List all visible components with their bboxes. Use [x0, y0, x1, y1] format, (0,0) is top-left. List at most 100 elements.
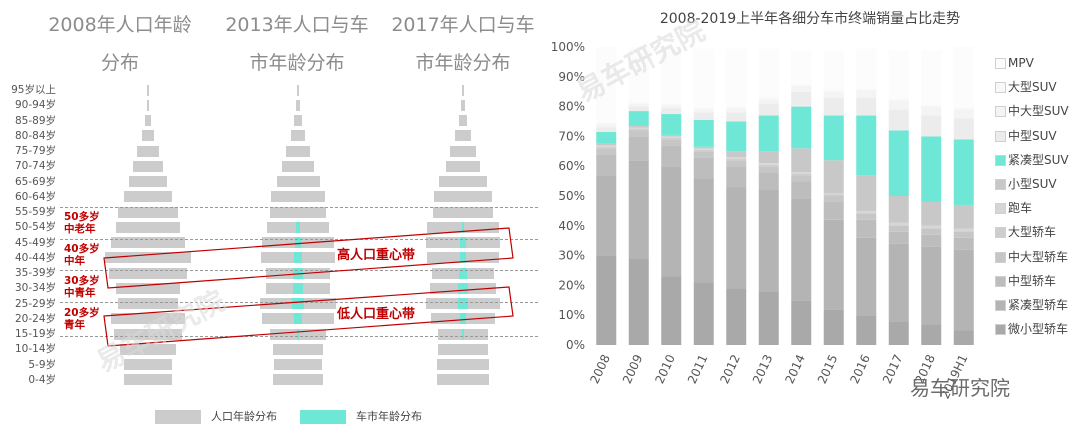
- population-bar: [437, 359, 489, 370]
- bar-segment: [953, 204, 974, 229]
- bar-segment: [726, 288, 747, 345]
- age-tick-label: 90-94岁: [14, 99, 56, 112]
- x-tick-label: 2010: [652, 352, 678, 386]
- population-bar: [462, 84, 464, 96]
- bar-segment: [823, 97, 844, 116]
- legend-swatch: [995, 82, 1006, 94]
- bar-segment: [693, 148, 714, 150]
- bar-segment: [758, 103, 779, 116]
- bar-segment: [726, 48, 747, 107]
- bar-segment: [823, 219, 844, 310]
- bar-segment: [628, 160, 649, 259]
- bar-segment: [791, 173, 812, 176]
- bar-segment: [856, 210, 877, 213]
- population-bar: [124, 359, 172, 370]
- bar-segment: [726, 151, 747, 158]
- y-tick-label: 10%: [558, 308, 585, 322]
- bar-segment: [693, 112, 714, 121]
- band-divider: [60, 270, 538, 271]
- band-divider: [60, 239, 538, 240]
- bar-segment: [758, 166, 779, 173]
- x-tick-label: 2017: [880, 352, 906, 386]
- age-tick-label: 80-84岁: [14, 129, 56, 142]
- bar-segment: [628, 136, 649, 161]
- population-bar: [115, 221, 181, 233]
- bar-segment: [791, 106, 812, 149]
- bar-segment: [921, 324, 942, 345]
- y-tick-label: 50%: [558, 189, 585, 203]
- bar-segment: [953, 108, 974, 110]
- car-market-bar: [293, 252, 303, 264]
- population-bar: [146, 99, 150, 111]
- pyramid-title-2013: 2013年人口与车 市年龄分布: [225, 14, 369, 74]
- age-tick-label: 55-59岁: [14, 206, 56, 218]
- bar-segment: [596, 154, 617, 176]
- car-market-bar: [293, 313, 303, 325]
- bar-segment: [953, 109, 974, 119]
- bar-segment: [953, 237, 974, 250]
- legend-swatch: [995, 58, 1006, 69]
- y-tick-label: 0%: [566, 338, 585, 352]
- bar-segment: [596, 146, 617, 149]
- car-market-bar: [294, 237, 302, 248]
- population-bar: [124, 374, 172, 386]
- bar-segment: [856, 90, 877, 98]
- bar-segment: [758, 97, 779, 100]
- legend-swatch: [995, 130, 1006, 142]
- age-tick-label: 5-9岁: [28, 358, 56, 371]
- population-bar: [120, 343, 176, 355]
- car-market-bar: [458, 267, 468, 279]
- legend-swatch: [995, 324, 1006, 336]
- y-tick-label: 20%: [558, 278, 585, 292]
- segment-share-panel: 2008-2019上半年各细分车市终端销量占比走势 0% 10% 20% 30% 40%…: [540, 0, 1080, 434]
- bar-segment: [628, 127, 649, 129]
- population-bar: [455, 130, 471, 142]
- bar-segment: [921, 246, 942, 325]
- legend-label: 大型轿车: [1008, 225, 1057, 240]
- population-bar: [144, 115, 152, 126]
- bar-segment: [661, 105, 682, 109]
- age-tick-label: 20-24岁: [14, 312, 56, 325]
- population-bar: [445, 160, 481, 172]
- bar-segment: [791, 172, 812, 174]
- bar-segment: [661, 276, 682, 345]
- bar-segment: [693, 151, 714, 158]
- bar-segment: [726, 158, 747, 161]
- bar-segment: [823, 194, 844, 196]
- age-tick-label: 95岁以上: [11, 84, 56, 96]
- population-bar: [273, 343, 323, 355]
- bar-segment: [856, 48, 877, 89]
- bar-segment: [953, 330, 974, 345]
- population-bar: [272, 374, 324, 386]
- band-label: 20多岁 青年: [64, 307, 100, 331]
- population-bar: [147, 84, 149, 96]
- bar-segment: [921, 49, 942, 106]
- x-tick-label: 2008: [587, 352, 613, 386]
- car-market-bar: [292, 267, 304, 279]
- bar-segment: [791, 198, 812, 301]
- bar-segment: [726, 187, 747, 289]
- bar-segment: [953, 139, 974, 205]
- bar-segment: [758, 172, 779, 191]
- bar-segment: [628, 130, 649, 137]
- bar-segment: [953, 231, 974, 238]
- bar-segment: [888, 196, 909, 223]
- y-tick-label: 90%: [558, 70, 585, 84]
- bar-segment: [921, 227, 942, 229]
- population-bar: [132, 160, 164, 172]
- population-bar: [137, 145, 159, 157]
- bar-segment: [596, 255, 617, 345]
- bar-segment: [856, 212, 877, 214]
- bar-segment: [726, 166, 747, 188]
- bar-segment: [758, 190, 779, 292]
- population-bar: [297, 84, 299, 96]
- legend-label: 中型轿车: [1008, 273, 1057, 288]
- population-bar: [109, 267, 187, 279]
- band-divider: [60, 336, 538, 337]
- population-bar: [450, 145, 476, 157]
- y-tick-label: 70%: [558, 129, 585, 143]
- x-tick-label: 2011: [685, 352, 711, 386]
- bar-segment: [888, 100, 909, 110]
- bar-segment: [953, 230, 974, 232]
- age-tick-label: 45-49岁: [14, 236, 56, 249]
